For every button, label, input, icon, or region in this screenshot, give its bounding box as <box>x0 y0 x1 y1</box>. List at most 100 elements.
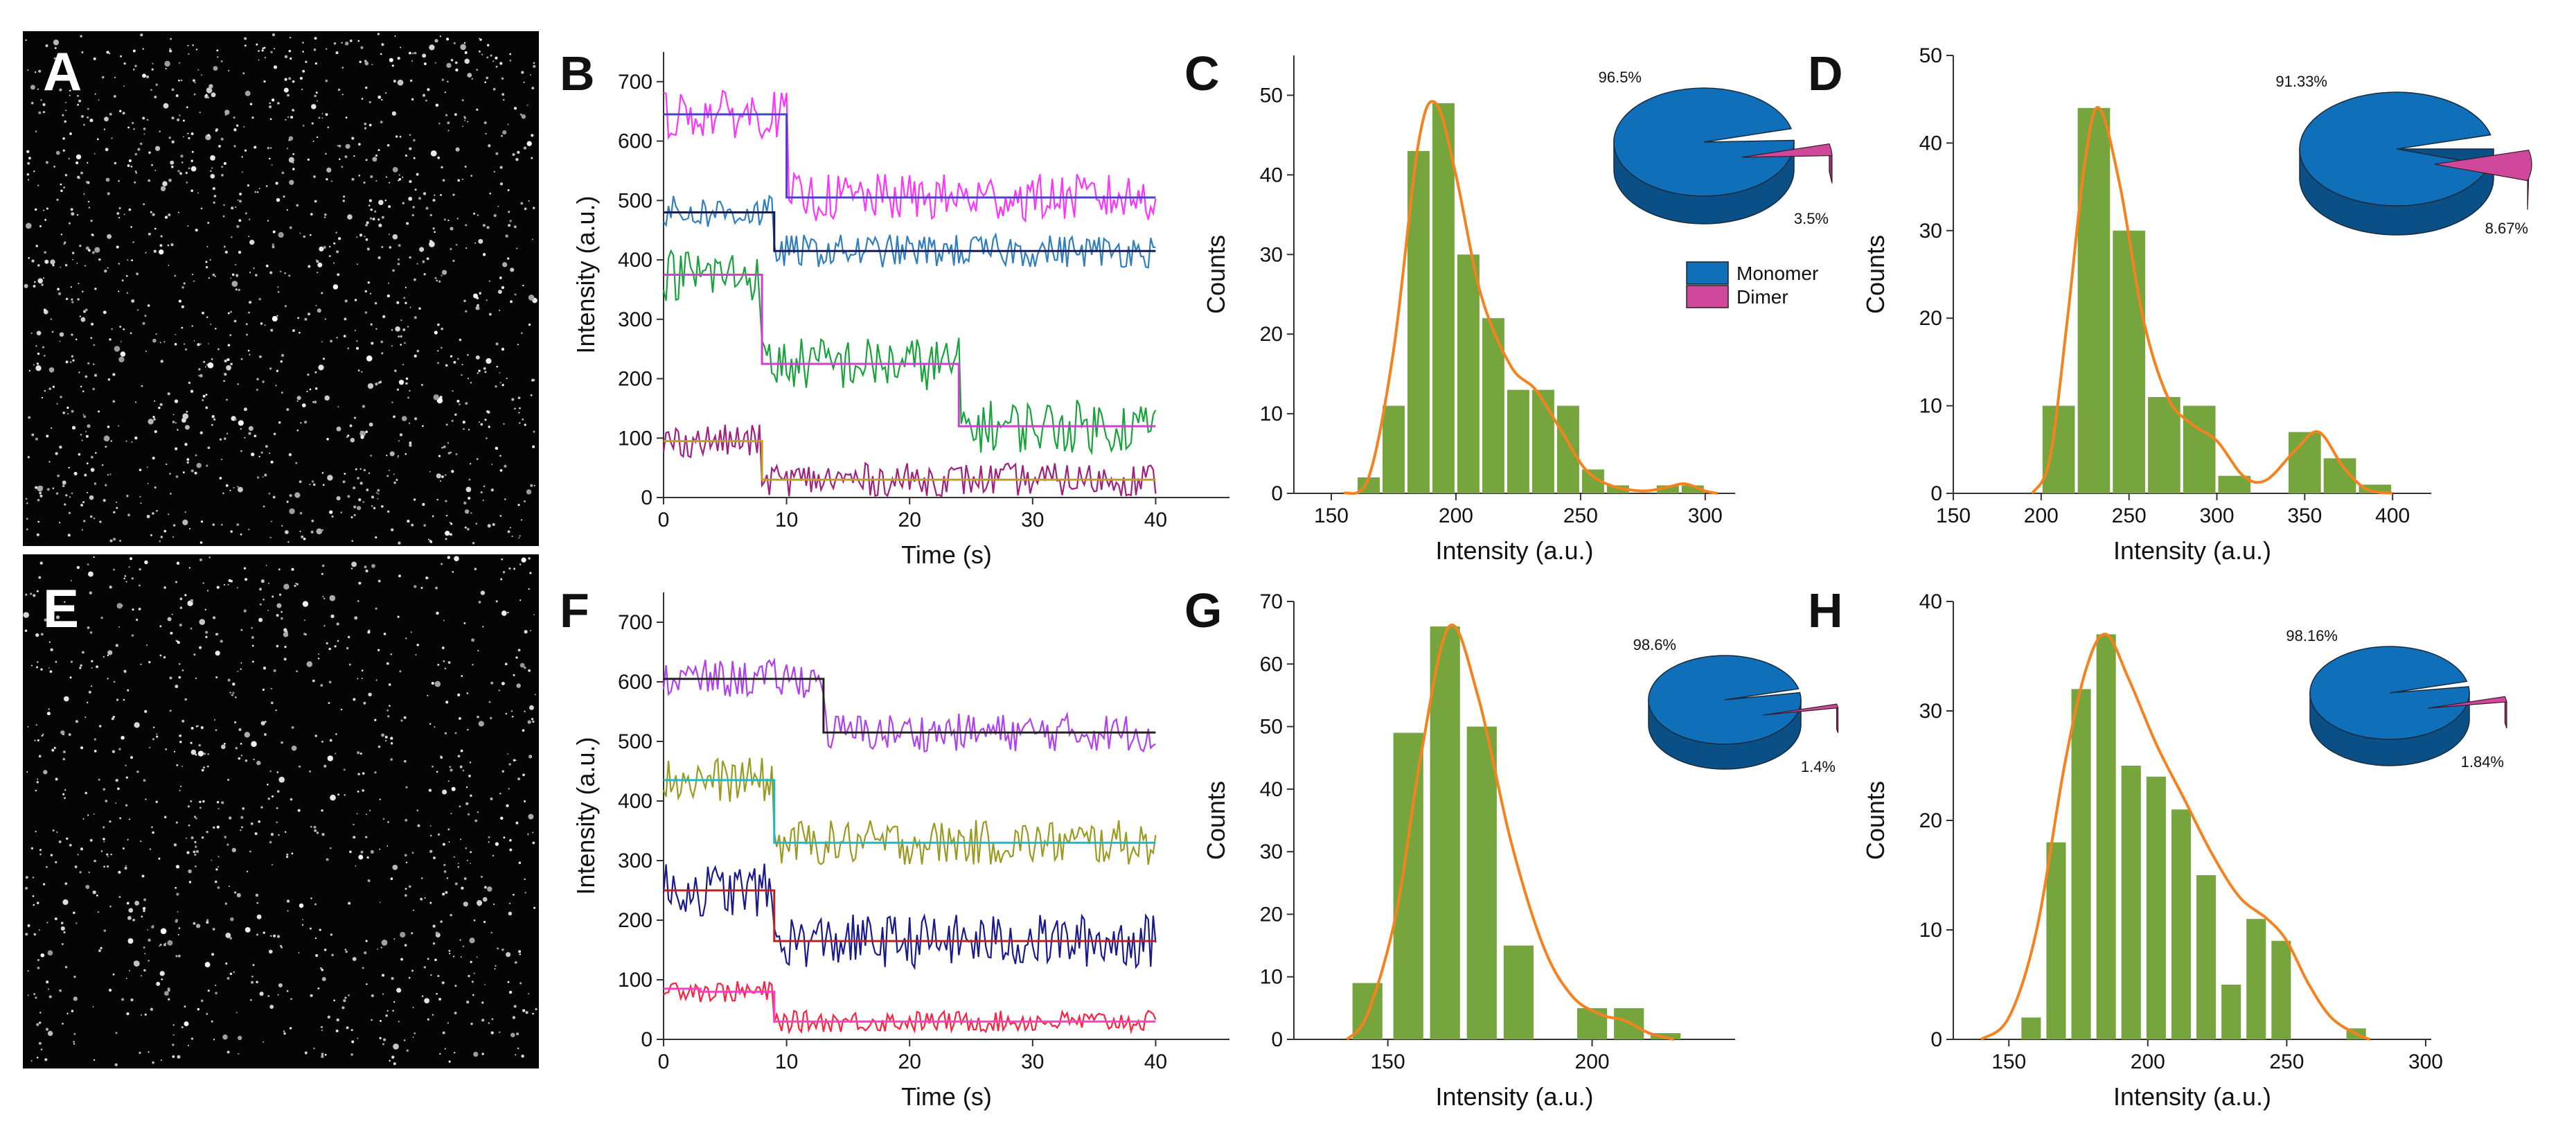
fluorescent-spot <box>329 510 333 514</box>
fluorescent-spot <box>114 1063 118 1066</box>
fluorescent-spot <box>39 1021 42 1024</box>
fluorescent-spot <box>398 178 402 181</box>
fluorescent-spot <box>271 795 274 798</box>
fluorescent-spot <box>391 329 393 331</box>
fluorescent-spot <box>533 484 535 487</box>
x-tick-label: 200 <box>2024 504 2059 527</box>
fluorescent-spot <box>199 807 202 809</box>
fluorescent-spot <box>414 51 417 55</box>
fluorescent-spot <box>131 299 135 303</box>
fluorescent-spot <box>315 259 317 261</box>
fluorescent-spot <box>198 646 202 649</box>
fluorescent-spot <box>162 181 168 186</box>
fluorescent-spot <box>422 94 426 97</box>
fluorescent-spot <box>444 91 446 94</box>
fluorescent-spot <box>329 847 332 850</box>
fluorescent-spot <box>397 263 400 265</box>
x-axis-title: Time (s) <box>901 1082 992 1111</box>
fluorescent-spot <box>371 1019 373 1021</box>
fluorescent-spot <box>253 267 255 270</box>
fluorescent-spot <box>206 590 209 592</box>
fluorescent-spot <box>517 504 520 507</box>
fluorescent-spot <box>470 382 472 384</box>
fluorescent-spot <box>528 813 534 820</box>
fluorescent-spot <box>526 489 532 495</box>
fluorescent-spot <box>129 557 133 561</box>
fluorescent-spot <box>268 157 271 160</box>
fluorescent-spot <box>202 800 205 803</box>
fluorescent-spot <box>46 922 48 924</box>
fluorescent-spot <box>450 914 452 917</box>
fluorescent-spot <box>160 360 163 363</box>
fluorescent-spot <box>388 469 390 471</box>
fluorescent-spot <box>186 181 188 184</box>
fluorescent-spot <box>411 60 414 62</box>
fluorescent-spot <box>528 993 530 994</box>
fluorescent-spot <box>470 1022 473 1026</box>
fluorescent-spot <box>269 770 272 773</box>
fluorescent-spot <box>91 251 96 254</box>
fluorescent-spot <box>268 492 271 495</box>
fluorescent-spot <box>468 974 470 978</box>
fluorescent-spot <box>421 384 423 386</box>
y-tick-label: 200 <box>618 368 652 391</box>
histogram-bar <box>1457 254 1480 493</box>
fluorescent-spot <box>518 861 522 864</box>
fluorescent-spot <box>488 836 490 838</box>
fluorescent-spot <box>532 206 535 209</box>
fluorescent-spot <box>156 981 161 986</box>
fluorescent-spot <box>128 159 132 162</box>
fluorescent-spot <box>175 821 178 824</box>
fluorescent-spot <box>437 362 439 364</box>
fluorescent-spot <box>361 98 364 100</box>
fluorescent-spot <box>116 698 119 701</box>
fluorescent-spot <box>393 481 396 484</box>
fluorescent-spot <box>216 49 219 52</box>
fluorescent-spot <box>423 273 426 276</box>
fluorescent-spot <box>495 842 499 846</box>
fluorescent-spot <box>328 255 331 258</box>
fluorescent-spot <box>434 680 441 687</box>
fluorescent-spot <box>429 470 431 473</box>
fluorescent-spot <box>454 413 457 416</box>
fluorescent-spot <box>143 779 146 782</box>
fluorescent-spot <box>231 281 238 287</box>
fluorescent-spot <box>48 461 51 463</box>
intensity-trace-2 <box>662 757 1157 865</box>
fluorescent-spot <box>370 850 374 854</box>
fluorescent-spot <box>461 886 464 890</box>
fluorescent-spot <box>288 136 294 141</box>
fluorescent-spot <box>39 849 42 852</box>
fluorescent-spot <box>506 804 509 807</box>
fluorescent-spot <box>292 168 295 170</box>
fluorescent-spot <box>465 402 468 405</box>
fluorescent-spot <box>513 107 517 110</box>
fluorescent-spot <box>190 726 194 730</box>
fluorescent-spot <box>35 789 37 792</box>
fluorescent-spot <box>254 434 257 438</box>
fluorescent-spot <box>524 710 526 712</box>
fluorescent-spot <box>26 771 28 773</box>
fluorescent-spot <box>523 500 526 503</box>
fluorescent-spot <box>515 656 518 659</box>
fluorescent-spot <box>153 418 156 421</box>
fluorescent-spot <box>411 932 414 935</box>
fluorescent-spot <box>63 243 65 245</box>
fluorescent-spot <box>372 218 375 221</box>
fluorescent-spot <box>363 468 366 472</box>
fluorescent-spot <box>38 576 42 579</box>
fluorescent-spot <box>390 758 393 762</box>
fluorescent-spot <box>303 633 306 635</box>
fluorescent-spot <box>236 124 239 127</box>
fluorescent-spot <box>403 716 407 719</box>
fluorescent-spot <box>64 120 66 123</box>
fluorescent-spot <box>46 488 50 491</box>
fluorescent-spot <box>318 653 320 655</box>
y-tick-label: 10 <box>1919 395 1942 418</box>
fluorescent-spot <box>491 464 493 466</box>
fluorescent-spot <box>336 426 341 432</box>
fluorescent-spot <box>445 474 447 476</box>
fluorescent-spot <box>511 715 514 718</box>
fluorescent-spot <box>491 1018 494 1021</box>
fluorescent-spot <box>200 999 204 1003</box>
